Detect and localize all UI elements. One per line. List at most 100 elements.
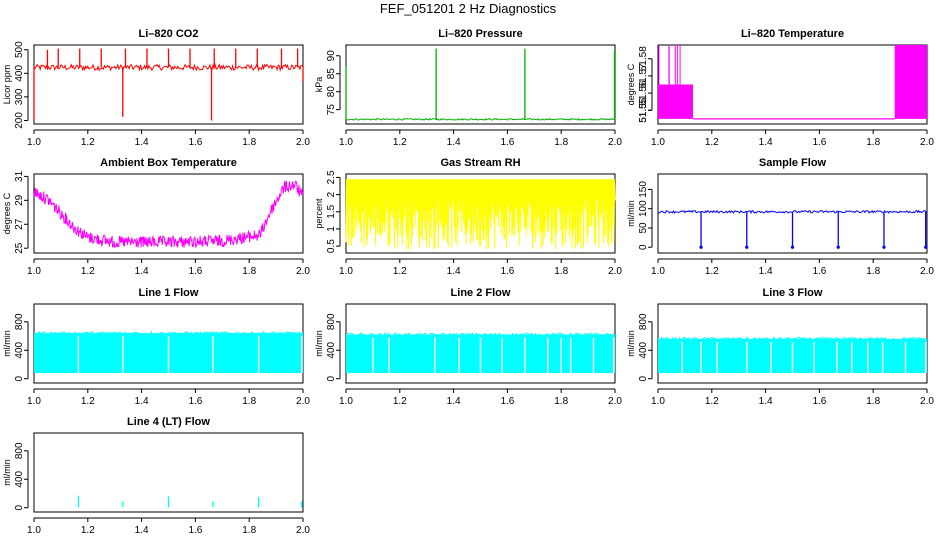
x-tick-label: 1.2 [81, 137, 95, 148]
series [658, 45, 927, 120]
plot-title: Li–820 Pressure [438, 28, 522, 40]
y-tick-label: 85 [326, 68, 337, 80]
x-axis: 1.0 1.2 1.4 1.6 1.8 2.0 [339, 388, 622, 407]
y-tick-label: 2.5 [326, 170, 337, 184]
y-axis-label: ml/min [2, 459, 12, 486]
x-tick-label: 1.2 [393, 137, 407, 148]
chart-line2-flow: Line 2 Flow 1.0 1.2 1.4 1.6 1.8 2.0 0 400 800ml/m… [314, 287, 622, 407]
x-axis: 1.0 1.2 1.4 1.6 1.8 2.0 [27, 517, 310, 536]
drop-point [699, 245, 703, 249]
plot-title: Line 1 Flow [139, 287, 199, 299]
chart-li820-pressure: Li–820 Pressure 1.0 1.2 1.4 1.6 1.8 2.0 75 80 85 9… [314, 28, 622, 148]
y-tick-label: 80 [326, 86, 337, 98]
chart-line1-flow: Line 1 Flow 1.0 1.2 1.4 1.6 1.8 2.0 0 400 800ml/m… [2, 287, 310, 407]
x-tick-label: 2.0 [296, 525, 310, 536]
x-tick-label: 1.2 [705, 396, 719, 407]
x-tick-label: 2.0 [296, 396, 310, 407]
y-tick-label: 400 [14, 65, 25, 82]
y-tick-label: 51.58 [638, 46, 649, 71]
x-tick-label: 1.0 [339, 266, 353, 277]
drop-point [924, 245, 928, 249]
x-tick-label: 1.0 [27, 525, 41, 536]
x-tick-label: 1.8 [866, 396, 880, 407]
x-tick-label: 1.4 [135, 525, 149, 536]
plot-box [33, 173, 304, 254]
series [33, 48, 304, 121]
x-axis: 1.0 1.2 1.4 1.6 1.8 2.0 [27, 388, 310, 407]
plot-title: Ambient Box Temperature [100, 157, 237, 169]
y-tick-label: 1.5 [326, 204, 337, 218]
x-tick-label: 1.4 [759, 137, 773, 148]
band-edge [657, 336, 928, 342]
x-tick-label: 1.2 [393, 396, 407, 407]
drop-point [790, 245, 795, 249]
plot-title: Li–820 Temperature [741, 28, 844, 40]
y-tick-label: 800 [14, 442, 25, 459]
chart-line4-flow: Line 4 (LT) Flow 1.0 1.2 1.4 1.6 1.8 2.0 0 400 80… [2, 416, 310, 536]
y-tick-label: 25 [14, 242, 25, 254]
x-tick-label: 1.8 [242, 396, 256, 407]
x-tick-label: 1.4 [447, 266, 461, 277]
y-tick-label: 27 [14, 218, 25, 230]
plot-box [33, 432, 304, 513]
x-tick-label: 1.8 [866, 266, 880, 277]
series [345, 332, 616, 374]
y-axis: 0.5 1 1.5 2 2.5 [326, 170, 341, 253]
series [33, 180, 304, 249]
y-tick-label: 300 [14, 88, 25, 105]
x-tick-label: 1.0 [27, 137, 41, 148]
y-tick-label: 51.56 [638, 80, 649, 105]
y-tick-label: 500 [14, 41, 25, 58]
x-tick-label: 1.8 [554, 396, 568, 407]
series [33, 330, 304, 374]
y-tick-label: 400 [14, 341, 25, 358]
chart-line3-flow: Line 3 Flow 1.0 1.2 1.4 1.6 1.8 2.0 0 400 800ml/m… [626, 287, 934, 407]
y-tick-label: 29 [14, 194, 25, 206]
x-tick-label: 2.0 [608, 137, 622, 148]
y-tick-label: 150 [638, 181, 649, 198]
x-tick-label: 1.6 [812, 396, 826, 407]
chart-li820-co2: Li–820 CO2 1.0 1.2 1.4 1.6 1.8 2.0 200 300 400 500… [2, 28, 310, 148]
y-axis-label: kPa [314, 77, 324, 93]
x-tick-label: 1.0 [339, 137, 353, 148]
x-axis: 1.0 1.2 1.4 1.6 1.8 2.0 [339, 129, 622, 148]
series [657, 209, 928, 249]
y-tick-label: 800 [326, 313, 337, 330]
x-tick-label: 1.2 [81, 266, 95, 277]
y-tick-label: 0 [326, 376, 337, 382]
x-axis: 1.0 1.2 1.4 1.6 1.8 2.0 [27, 129, 310, 148]
x-tick-label: 1.6 [188, 525, 202, 536]
plot-title: Li–820 CO2 [139, 28, 199, 40]
x-axis: 1.0 1.2 1.4 1.6 1.8 2.0 [651, 388, 934, 407]
y-axis-label: ml/min [626, 200, 636, 227]
y-tick-label: 1 [326, 226, 337, 232]
y-tick-label: 0 [14, 505, 25, 511]
plot-box [657, 173, 928, 254]
y-axis: 25 27 29 31 [14, 170, 29, 254]
x-tick-label: 1.8 [554, 137, 568, 148]
plot-box [345, 44, 616, 125]
x-tick-label: 2.0 [920, 266, 934, 277]
x-tick-label: 1.6 [500, 137, 514, 148]
x-tick-label: 1.8 [242, 525, 256, 536]
y-axis: 0 400 800 [14, 313, 29, 382]
x-tick-label: 1.2 [393, 266, 407, 277]
x-tick-label: 1.6 [188, 396, 202, 407]
y-tick-label: 800 [638, 313, 649, 330]
y-tick-label: 400 [638, 341, 649, 358]
x-tick-label: 1.8 [554, 266, 568, 277]
x-tick-label: 1.6 [500, 266, 514, 277]
chart-li820-temperature: Li–820 Temperature 1.0 1.2 1.4 1.6 1.8 2.0 51.5… [626, 28, 934, 148]
y-tick-label: 51.55 [638, 97, 649, 122]
x-tick-label: 2.0 [296, 137, 310, 148]
x-tick-label: 1.6 [812, 137, 826, 148]
x-axis: 1.0 1.2 1.4 1.6 1.8 2.0 [651, 258, 934, 277]
x-tick-label: 2.0 [296, 266, 310, 277]
x-tick-label: 1.6 [188, 137, 202, 148]
x-tick-label: 1.4 [759, 396, 773, 407]
series [345, 48, 616, 121]
x-axis: 1.0 1.2 1.4 1.6 1.8 2.0 [339, 258, 622, 277]
band-edge [345, 332, 616, 338]
chart-sample-flow: Sample Flow 1.0 1.2 1.4 1.6 1.8 2.0 0 50 100 150ml… [626, 157, 934, 277]
